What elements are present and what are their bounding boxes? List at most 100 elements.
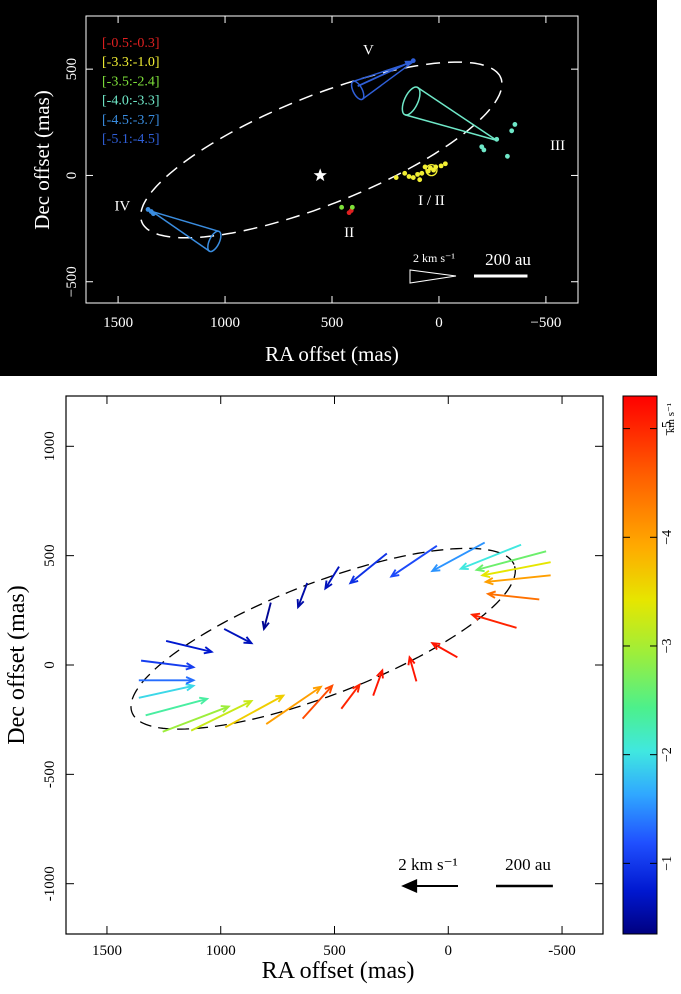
velocity-vector <box>408 657 418 682</box>
velocity-vector-head <box>469 612 481 621</box>
velocity-vector-head <box>324 684 334 694</box>
velocity-vector <box>431 541 486 572</box>
top-cones-group <box>151 59 498 253</box>
velocity-vector <box>431 642 458 659</box>
top-feature-label: I / II <box>418 193 445 209</box>
top-x-tick-label: 1000 <box>210 315 240 331</box>
velocity-vector-head <box>220 705 231 713</box>
velocity-vector <box>372 670 384 696</box>
velocity-vector <box>297 582 309 608</box>
velocity-vector-head <box>376 668 384 679</box>
top-yellow-loop <box>425 163 438 177</box>
velocity-vector <box>145 697 208 717</box>
top-legend: [-0.5:-0.3] [-3.3:-1.0] [-3.5:-2.4] [-4.0:-… <box>102 36 160 147</box>
velocity-vector-head <box>203 646 214 655</box>
colorbar-tick-label: −4 <box>660 530 675 545</box>
top-x-tick-label: 500 <box>321 315 344 331</box>
bottom-orbit-ellipse-group <box>130 547 516 730</box>
bottom-y-tick-label: -1000 <box>42 866 58 901</box>
velocity-vector <box>324 566 340 589</box>
top-data-point <box>393 175 399 180</box>
bottom-x-tick-label: 0 <box>445 943 453 959</box>
top-points-group <box>145 58 518 217</box>
velocity-vector <box>485 574 551 583</box>
top-data-point <box>150 211 156 217</box>
top-legend-entry: [-3.3:-1.0] <box>102 55 160 70</box>
top-feature-label: III <box>550 138 565 154</box>
top-arrowhead <box>404 60 414 68</box>
bottom-plot-frame <box>65 395 604 935</box>
velocity-vector-head <box>458 562 469 571</box>
velocity-vector-head <box>324 580 333 591</box>
top-data-point <box>512 122 518 127</box>
colorbar-tick-label: −1 <box>660 856 675 871</box>
velocity-vector-head <box>389 569 400 578</box>
velocity-vector <box>471 613 517 629</box>
velocity-vector <box>162 705 230 733</box>
bottom-x-axis-label: RA offset (mas) <box>262 958 415 984</box>
bottom-velocity-scale-label: 2 km s⁻¹ <box>398 855 457 874</box>
velocity-vector <box>476 550 547 571</box>
top-velocity-scale-label: 2 km s⁻¹ <box>413 251 455 265</box>
top-arrow <box>357 59 414 87</box>
colorbar-tick-label: −2 <box>660 747 675 762</box>
bottom-x-tick-label: 500 <box>323 943 346 959</box>
top-y-tick-label: 0 <box>64 172 80 180</box>
velocity-vector-head <box>199 696 210 705</box>
top-data-point <box>494 136 500 142</box>
velocity-vector-head <box>275 694 286 703</box>
velocity-vector <box>165 640 212 653</box>
velocity-vector <box>224 694 284 729</box>
colorbar-tick-label: −5 <box>660 421 675 436</box>
velocity-vector <box>390 545 438 578</box>
top-feature-label: IV <box>114 199 130 215</box>
top-data-point <box>415 171 420 177</box>
velocity-vector-head <box>348 575 359 585</box>
top-data-point <box>505 153 510 159</box>
bottom-x-tick-label: -500 <box>548 943 576 959</box>
bottom-y-tick-label: 500 <box>42 544 58 567</box>
velocity-vector <box>482 561 551 577</box>
top-cone-edge <box>151 210 211 252</box>
velocity-vector-head <box>185 683 196 692</box>
top-feature-label: V <box>363 42 374 58</box>
velocity-vector-head <box>485 590 496 599</box>
velocity-vector-head <box>185 676 196 685</box>
top-cone-edge <box>417 86 498 141</box>
top-data-point <box>417 177 423 183</box>
top-cone-edge <box>152 210 220 233</box>
velocity-vector <box>487 592 540 601</box>
velocity-vector <box>263 602 272 630</box>
top-x-axis-label: RA offset (mas) <box>265 342 399 366</box>
top-legend-entry: [-4.0:-3.3] <box>102 94 160 109</box>
top-data-point <box>349 204 355 210</box>
velocity-vector-head <box>407 655 416 666</box>
top-legend-entry: [-0.5:-0.3] <box>102 36 160 51</box>
velocity-vector-head <box>352 682 361 693</box>
bottom-orbit-ellipse <box>130 547 516 730</box>
velocity-vector-head <box>430 564 441 573</box>
velocity-vector-head <box>185 662 196 671</box>
bottom-distance-scale-label: 200 au <box>505 855 551 874</box>
top-cone-edge <box>404 114 497 142</box>
top-data-point <box>438 163 444 169</box>
bottom-panel: 1500 1000 500 0 -500 -1000 -500 0 500 1000 RA off… <box>4 395 677 984</box>
velocity-vector <box>223 628 252 644</box>
top-velocity-scale-triangle <box>409 269 457 284</box>
velocity-vector-head <box>480 569 491 579</box>
velocity-vector <box>340 684 361 710</box>
top-x-tick-label: 1500 <box>103 315 133 331</box>
velocity-vector <box>140 659 194 669</box>
colorbar <box>622 395 658 935</box>
colorbar-units-label: km s⁻¹ <box>665 403 677 433</box>
top-data-point <box>410 175 416 180</box>
bottom-y-tick-label: 0 <box>42 661 58 669</box>
velocity-vector <box>349 552 388 584</box>
velocity-vector <box>190 700 252 732</box>
top-y-axis-label: Dec offset (mas) <box>30 90 54 230</box>
velocity-vector-head <box>312 685 323 695</box>
top-data-point <box>509 128 515 134</box>
top-data-point <box>406 174 412 179</box>
colorbar-tick-label: −3 <box>660 639 675 654</box>
top-cone-ellipse <box>401 86 421 116</box>
